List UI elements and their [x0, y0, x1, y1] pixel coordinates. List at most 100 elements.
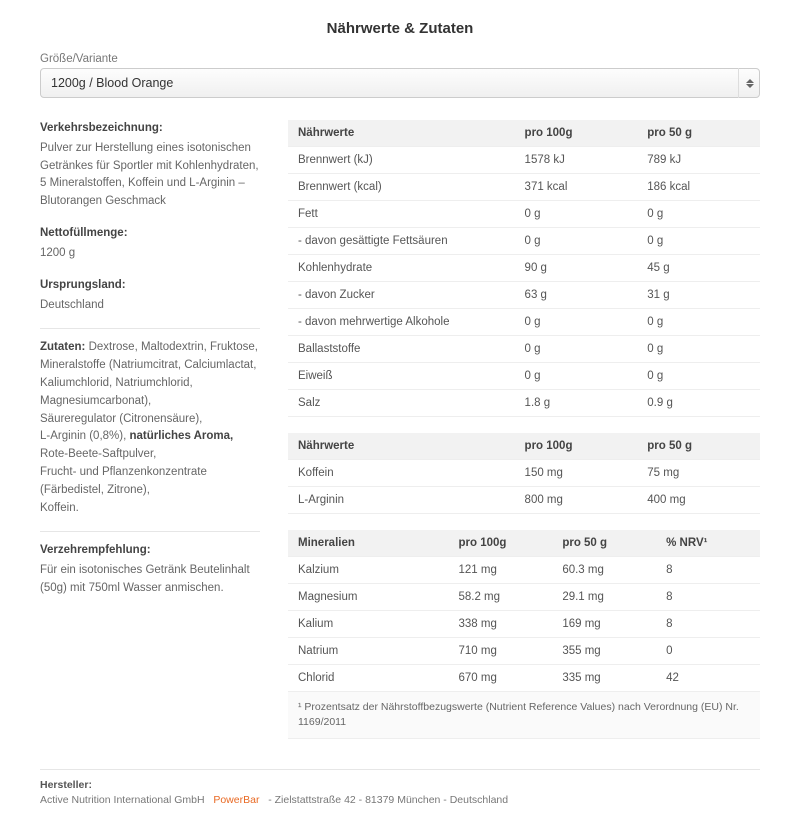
origin-value: Deutschland — [40, 297, 260, 315]
table-cell: Kalium — [288, 611, 448, 638]
ingredients-label: Zutaten: — [40, 341, 85, 353]
table-cell: Brennwert (kcal) — [288, 174, 515, 201]
manufacturer-label: Hersteller: — [40, 778, 760, 793]
left-column: Verkehrsbezeichnung: Pulver zur Herstell… — [40, 120, 260, 755]
page-title: Nährwerte & Zutaten — [40, 20, 760, 37]
table-cell: 371 kcal — [515, 174, 638, 201]
table-cell: Brennwert (kJ) — [288, 147, 515, 174]
table-cell: 0 g — [637, 309, 760, 336]
table-row: Kohlenhydrate90 g45 g — [288, 255, 760, 282]
manufacturer-brand: PowerBar — [213, 794, 259, 806]
table-cell: L-Arginin — [288, 487, 515, 514]
table-row: Eiweiß0 g0 g — [288, 363, 760, 390]
table-cell: - davon Zucker — [288, 282, 515, 309]
consumption-text: Für ein isotonisches Getränk Beutelinhal… — [40, 562, 260, 598]
table-header: pro 50 g — [637, 120, 760, 147]
table-cell: Magnesium — [288, 584, 448, 611]
table-header: pro 100g — [448, 530, 552, 557]
table-cell: 335 mg — [552, 665, 656, 692]
table-cell: 8 — [656, 557, 760, 584]
table-header: pro 100g — [515, 433, 638, 460]
table-header: % NRV¹ — [656, 530, 760, 557]
table-cell: 0 — [656, 638, 760, 665]
table-row: Kalzium121 mg60.3 mg8 — [288, 557, 760, 584]
table-cell: 58.2 mg — [448, 584, 552, 611]
table-header: Mineralien — [288, 530, 448, 557]
table-header-row: Nährwertepro 100gpro 50 g — [288, 120, 760, 147]
divider — [40, 328, 260, 329]
table-header: pro 50 g — [552, 530, 656, 557]
table-cell: 150 mg — [515, 460, 638, 487]
table-row: Natrium710 mg355 mg0 — [288, 638, 760, 665]
net-amount-label: Nettofüllmenge: — [40, 225, 260, 243]
table-row: - davon gesättigte Fettsäuren0 g0 g — [288, 228, 760, 255]
table-cell: 8 — [656, 584, 760, 611]
table-cell: 670 mg — [448, 665, 552, 692]
table-cell: 0 g — [515, 363, 638, 390]
table-cell: 789 kJ — [637, 147, 760, 174]
table-cell: 121 mg — [448, 557, 552, 584]
table-cell: 0 g — [515, 201, 638, 228]
table-header: pro 50 g — [637, 433, 760, 460]
ingredients-text: L-Arginin (0,8%), — [40, 430, 126, 442]
table-cell: 355 mg — [552, 638, 656, 665]
table-cell: 0 g — [515, 336, 638, 363]
divider — [40, 531, 260, 532]
traffic-designation-label: Verkehrsbezeichnung: — [40, 120, 260, 138]
table-cell: - davon gesättigte Fettsäuren — [288, 228, 515, 255]
table-cell: 42 — [656, 665, 760, 692]
table-cell: 0 g — [637, 228, 760, 255]
table-cell: 63 g — [515, 282, 638, 309]
table-footnote: ¹ Prozentsatz der Nährstoffbezugswerte (… — [288, 692, 760, 739]
table-row: Salz1.8 g0.9 g — [288, 390, 760, 417]
table-cell: 400 mg — [637, 487, 760, 514]
table-cell: 60.3 mg — [552, 557, 656, 584]
nutrition-table-2: Nährwertepro 100gpro 50 gKoffein150 mg75… — [288, 433, 760, 514]
net-amount-value: 1200 g — [40, 245, 260, 263]
ingredients-text: Mineralstoffe (Natriumcitrat, Calciumlac… — [40, 357, 260, 410]
table-cell: Kalzium — [288, 557, 448, 584]
table-cell: Natrium — [288, 638, 448, 665]
table-cell: 0 g — [637, 336, 760, 363]
manufacturer-company: Active Nutrition International GmbH — [40, 794, 205, 806]
table-header: Nährwerte — [288, 433, 515, 460]
table-cell: Chlorid — [288, 665, 448, 692]
table-cell: 0 g — [637, 363, 760, 390]
table-header-row: Mineralienpro 100gpro 50 g% NRV¹ — [288, 530, 760, 557]
table-cell: 75 mg — [637, 460, 760, 487]
ingredients-text: Rote-Beete-Saftpulver, — [40, 446, 260, 464]
table-cell: Ballaststoffe — [288, 336, 515, 363]
table-cell: 338 mg — [448, 611, 552, 638]
table-cell: 31 g — [637, 282, 760, 309]
table-cell: 90 g — [515, 255, 638, 282]
table-cell: 0 g — [515, 309, 638, 336]
table-cell: 1.8 g — [515, 390, 638, 417]
minerals-table: Mineralienpro 100gpro 50 g% NRV¹Kalzium1… — [288, 530, 760, 739]
table-cell: Kohlenhydrate — [288, 255, 515, 282]
table-cell: 186 kcal — [637, 174, 760, 201]
table-row: Chlorid670 mg335 mg42 — [288, 665, 760, 692]
table-row: Kalium338 mg169 mg8 — [288, 611, 760, 638]
ingredients-block: Zutaten: Dextrose, Maltodextrin, Fruktos… — [40, 339, 260, 517]
table-cell: 8 — [656, 611, 760, 638]
variant-select-wrap: 1200g / Blood Orange — [40, 68, 760, 98]
table-cell: 0 g — [637, 201, 760, 228]
table-row: - davon Zucker63 g31 g — [288, 282, 760, 309]
variant-label: Größe/Variante — [40, 53, 760, 65]
table-row: - davon mehrwertige Alkohole0 g0 g — [288, 309, 760, 336]
ingredients-text: Dextrose, Maltodextrin, Fruktose, — [89, 341, 258, 353]
manufacturer-block: Hersteller: Active Nutrition Internation… — [40, 769, 760, 807]
table-row: L-Arginin800 mg400 mg — [288, 487, 760, 514]
origin-label: Ursprungsland: — [40, 277, 260, 295]
table-row: Brennwert (kcal)371 kcal186 kcal — [288, 174, 760, 201]
table-cell: 169 mg — [552, 611, 656, 638]
ingredients-text: Koffein. — [40, 500, 260, 518]
table-row: Koffein150 mg75 mg — [288, 460, 760, 487]
ingredients-bold: natürliches Aroma, — [130, 430, 234, 442]
table-cell: - davon mehrwertige Alkohole — [288, 309, 515, 336]
table-header-row: Nährwertepro 100gpro 50 g — [288, 433, 760, 460]
table-cell: 1578 kJ — [515, 147, 638, 174]
table-row: Brennwert (kJ)1578 kJ789 kJ — [288, 147, 760, 174]
manufacturer-address: - Zielstattstraße 42 - 81379 München - D… — [268, 794, 508, 806]
variant-select[interactable]: 1200g / Blood Orange — [40, 68, 760, 98]
